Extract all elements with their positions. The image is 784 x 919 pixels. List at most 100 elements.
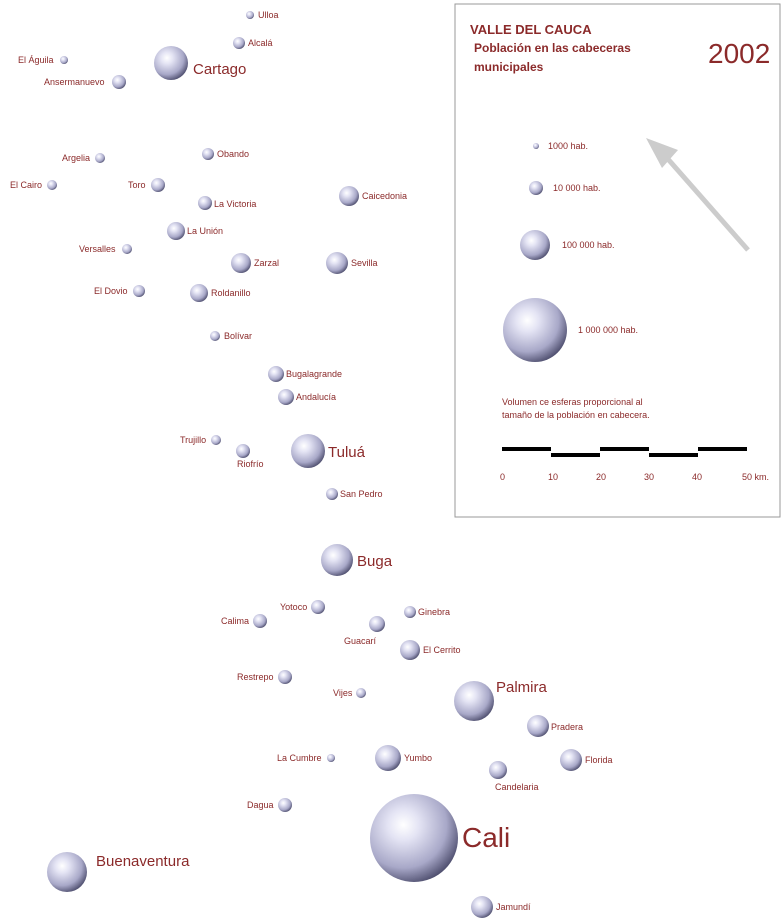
population-sphere-icon <box>112 75 126 89</box>
population-sphere-icon <box>278 389 294 405</box>
city-marker: La Cumbre <box>277 753 335 763</box>
legend-note-line1: Volumen ce esferas proporcional al <box>502 397 643 407</box>
city-marker: Argelia <box>62 153 105 163</box>
scale-label: 50 km. <box>742 472 769 482</box>
city-marker: Ansermanuevo <box>44 75 126 89</box>
city-label: Vijes <box>333 688 353 698</box>
city-marker: Calima <box>221 614 267 628</box>
legend-label: 10 000 hab. <box>553 183 601 193</box>
map-subtitle-line1: Población en las cabeceras <box>474 41 631 55</box>
city-marker: Yumbo <box>375 745 432 771</box>
city-label: Ansermanuevo <box>44 77 105 87</box>
population-sphere-icon <box>400 640 420 660</box>
legend-item-1000: 1000 hab. <box>533 141 588 151</box>
city-label: Restrepo <box>237 672 274 682</box>
city-marker: Obando <box>202 148 249 160</box>
city-marker: Jamundí <box>471 896 531 918</box>
city-markers: Ulloa Alcalá El Águila Cartago Ansermanuevo A… <box>10 10 613 918</box>
city-label: Toro <box>128 180 146 190</box>
city-label: Alcalá <box>248 38 273 48</box>
population-sphere-icon <box>321 544 353 576</box>
city-label: Palmira <box>496 679 548 696</box>
city-label: Riofrío <box>237 459 264 469</box>
scale-label: 10 <box>548 472 558 482</box>
city-label: Caicedonia <box>362 191 407 201</box>
population-sphere-icon <box>370 794 458 882</box>
legend-frame <box>454 3 781 518</box>
population-sphere-icon <box>326 488 338 500</box>
map-subtitle-line2: municipales <box>474 60 544 74</box>
city-marker: Sevilla <box>326 252 378 274</box>
city-label: Argelia <box>62 153 90 163</box>
city-label: Candelaria <box>495 782 539 792</box>
population-sphere-icon <box>489 761 507 779</box>
city-marker: Yotoco <box>280 600 325 614</box>
city-label: Dagua <box>247 800 274 810</box>
city-marker: Tuluá <box>291 434 366 468</box>
population-sphere-icon <box>167 222 185 240</box>
population-sphere-icon <box>268 366 284 382</box>
population-sphere-icon <box>231 253 251 273</box>
population-sphere-icon <box>233 37 245 49</box>
population-sphere-icon <box>133 285 145 297</box>
city-label: El Águila <box>18 55 54 65</box>
population-sphere-icon <box>375 745 401 771</box>
city-label: Pradera <box>551 722 583 732</box>
population-sphere-icon <box>369 616 385 632</box>
population-sphere-icon <box>154 46 188 80</box>
city-marker: Florida <box>560 749 613 771</box>
population-sphere-icon <box>60 56 68 64</box>
city-label: Roldanillo <box>211 288 251 298</box>
population-sphere-icon <box>278 670 292 684</box>
city-label: Yotoco <box>280 602 307 612</box>
city-marker: La Unión <box>167 222 223 240</box>
city-marker: Cartago <box>154 46 246 80</box>
city-marker: Ulloa <box>246 10 279 20</box>
population-sphere-icon <box>339 186 359 206</box>
city-label: Guacarí <box>344 636 377 646</box>
population-sphere-icon <box>47 852 87 892</box>
city-marker: Guacarí <box>344 616 385 646</box>
city-label: Cartago <box>193 61 246 78</box>
population-sphere-icon <box>527 715 549 737</box>
legend-note-line2: tamaño de la población en cabecera. <box>502 410 650 420</box>
city-marker: Ginebra <box>404 606 450 618</box>
city-marker: El Dovio <box>94 285 145 297</box>
scale-bar: 0 10 20 30 40 50 km. <box>500 447 769 482</box>
city-label: Tuluá <box>328 444 366 461</box>
legend-item-100000: 100 000 hab. <box>520 230 615 260</box>
city-label: El Cairo <box>10 180 42 190</box>
population-sphere-icon <box>311 600 325 614</box>
city-marker: Bolívar <box>210 331 252 341</box>
legend-item-10000: 10 000 hab. <box>529 181 601 195</box>
population-sphere-icon <box>404 606 416 618</box>
scale-label: 30 <box>644 472 654 482</box>
population-sphere-icon <box>326 252 348 274</box>
city-label: Ginebra <box>418 607 450 617</box>
city-marker: Caicedonia <box>339 186 407 206</box>
population-sphere-icon <box>95 153 105 163</box>
city-marker: Cali <box>370 794 510 882</box>
city-marker: Zarzal <box>231 253 279 273</box>
city-marker: El Cerrito <box>400 640 461 660</box>
city-marker: La Victoria <box>198 196 256 210</box>
city-label: Sevilla <box>351 258 378 268</box>
legend-sphere-icon <box>529 181 543 195</box>
city-marker: Trujillo <box>180 435 221 445</box>
legend-sphere-icon <box>533 143 539 149</box>
city-label: Andalucía <box>296 392 336 402</box>
city-marker: Toro <box>128 178 165 192</box>
population-sphere-icon <box>291 434 325 468</box>
city-label: El Dovio <box>94 286 128 296</box>
city-label: Ulloa <box>258 10 279 20</box>
scale-label: 20 <box>596 472 606 482</box>
city-label: El Cerrito <box>423 645 461 655</box>
city-label: La Unión <box>187 226 223 236</box>
city-marker: Dagua <box>247 798 292 812</box>
legend-item-1000000: 1 000 000 hab. <box>503 298 638 362</box>
population-sphere-icon <box>236 444 250 458</box>
city-label: Versalles <box>79 244 116 254</box>
city-label: Zarzal <box>254 258 279 268</box>
city-marker: Pradera <box>527 715 583 737</box>
